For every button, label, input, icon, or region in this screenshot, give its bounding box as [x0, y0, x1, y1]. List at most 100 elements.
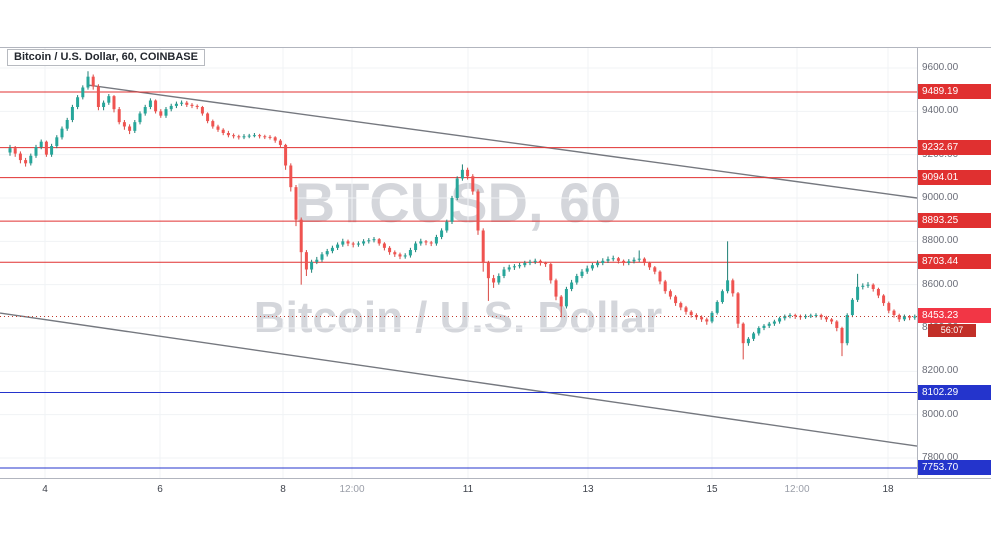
- candle-body: [538, 260, 542, 263]
- candle-body: [507, 267, 511, 270]
- candle-body: [840, 328, 844, 344]
- price-tick-label: 9600.00: [922, 62, 959, 73]
- candle-body: [294, 187, 298, 220]
- candle-body: [315, 259, 319, 262]
- candle-body: [86, 76, 90, 88]
- candle-body: [174, 103, 178, 106]
- candle-body: [133, 122, 137, 131]
- time-axis[interactable]: 4 6 8 12:00 11 13 15 12:00 18: [0, 478, 991, 539]
- candle-body: [320, 254, 324, 260]
- candle-body: [299, 219, 303, 253]
- candle-body: [346, 241, 350, 244]
- price-level-tag: 9094.01: [918, 169, 991, 185]
- candle-body: [284, 144, 288, 166]
- candle-body: [492, 278, 496, 283]
- candle-body: [528, 261, 532, 263]
- candle-body: [809, 315, 813, 317]
- candle-body: [897, 315, 901, 320]
- candle-body: [590, 265, 594, 269]
- candle-body: [336, 244, 340, 248]
- price-tick-label: 9400.00: [922, 105, 959, 117]
- candle-body: [263, 136, 267, 138]
- candle-body: [44, 141, 48, 155]
- candle-body: [195, 105, 199, 107]
- candle-body: [24, 160, 28, 164]
- candle-body: [778, 318, 782, 322]
- candle-body: [804, 316, 808, 318]
- candle-body: [783, 316, 787, 319]
- candle-body: [731, 280, 735, 294]
- candle-body: [533, 260, 537, 262]
- time-label: 18: [882, 484, 894, 495]
- candle-body: [393, 252, 397, 255]
- candle-body: [466, 169, 470, 177]
- candle-body: [835, 321, 839, 328]
- candle-body: [237, 136, 241, 138]
- candle-body: [50, 146, 54, 155]
- symbol-legend[interactable]: Bitcoin / U.S. Dollar, 60, COINBASE: [7, 49, 205, 66]
- candle-body: [13, 148, 17, 154]
- candle-body: [159, 111, 163, 116]
- candle-body: [154, 100, 158, 112]
- price-tick-label: 8800.00: [922, 235, 959, 247]
- candle-body: [310, 261, 314, 270]
- price-tick-label: 7800.00: [922, 452, 959, 463]
- price-level-tag: 9232.67: [918, 139, 991, 155]
- candle-body: [611, 258, 615, 260]
- candle-body: [861, 285, 865, 287]
- candle-body: [91, 76, 95, 87]
- candle-body: [107, 96, 111, 103]
- trendline[interactable]: [0, 312, 918, 447]
- candle-body: [871, 284, 875, 289]
- time-label: 15: [706, 484, 718, 495]
- candle-body: [128, 126, 132, 131]
- candle-body: [377, 239, 381, 244]
- candle-body: [460, 169, 464, 179]
- candle-body: [372, 239, 376, 241]
- candle-body: [580, 271, 584, 276]
- candle-body: [596, 263, 600, 266]
- candle-body: [200, 107, 204, 114]
- candle-body: [39, 141, 43, 148]
- candle-body: [268, 136, 272, 138]
- candle-body: [814, 315, 818, 316]
- candle-body: [523, 263, 527, 266]
- candle-body: [679, 303, 683, 308]
- price-tick-label: 8600.00: [922, 278, 959, 290]
- candle-body: [190, 104, 194, 106]
- candle-body: [544, 263, 548, 265]
- candle-body: [226, 133, 230, 136]
- candle-body: [902, 316, 906, 320]
- candle-body: [850, 299, 854, 315]
- candle-body: [908, 316, 912, 318]
- candle-body: [772, 321, 776, 324]
- price-axis[interactable]: 9600.009400.009200.009000.008800.008600.…: [917, 47, 991, 478]
- price-level-tag: 7753.70: [918, 460, 991, 476]
- candle-body: [304, 252, 308, 270]
- candle-body: [216, 126, 220, 130]
- candle-body: [8, 148, 12, 153]
- candle-body: [356, 243, 360, 245]
- candle-body: [18, 153, 22, 161]
- time-label: 12:00: [339, 484, 365, 495]
- candle-body: [70, 107, 74, 120]
- trendline[interactable]: [87, 84, 918, 199]
- candle-body: [705, 319, 709, 322]
- candle-body: [471, 176, 475, 192]
- candle-body: [221, 129, 225, 133]
- candle-body: [637, 258, 641, 260]
- candle-body: [60, 128, 64, 138]
- candle-body: [845, 315, 849, 344]
- candle-body: [830, 319, 834, 322]
- candle-body: [497, 276, 501, 283]
- candle-body: [856, 286, 860, 300]
- candle-body: [684, 307, 688, 312]
- candle-body: [616, 258, 620, 261]
- candle-body: [882, 295, 886, 304]
- candle-body: [486, 263, 490, 279]
- candle-body: [273, 137, 277, 141]
- candle-body: [892, 310, 896, 315]
- candle-body: [757, 328, 761, 334]
- candle-body: [408, 250, 412, 256]
